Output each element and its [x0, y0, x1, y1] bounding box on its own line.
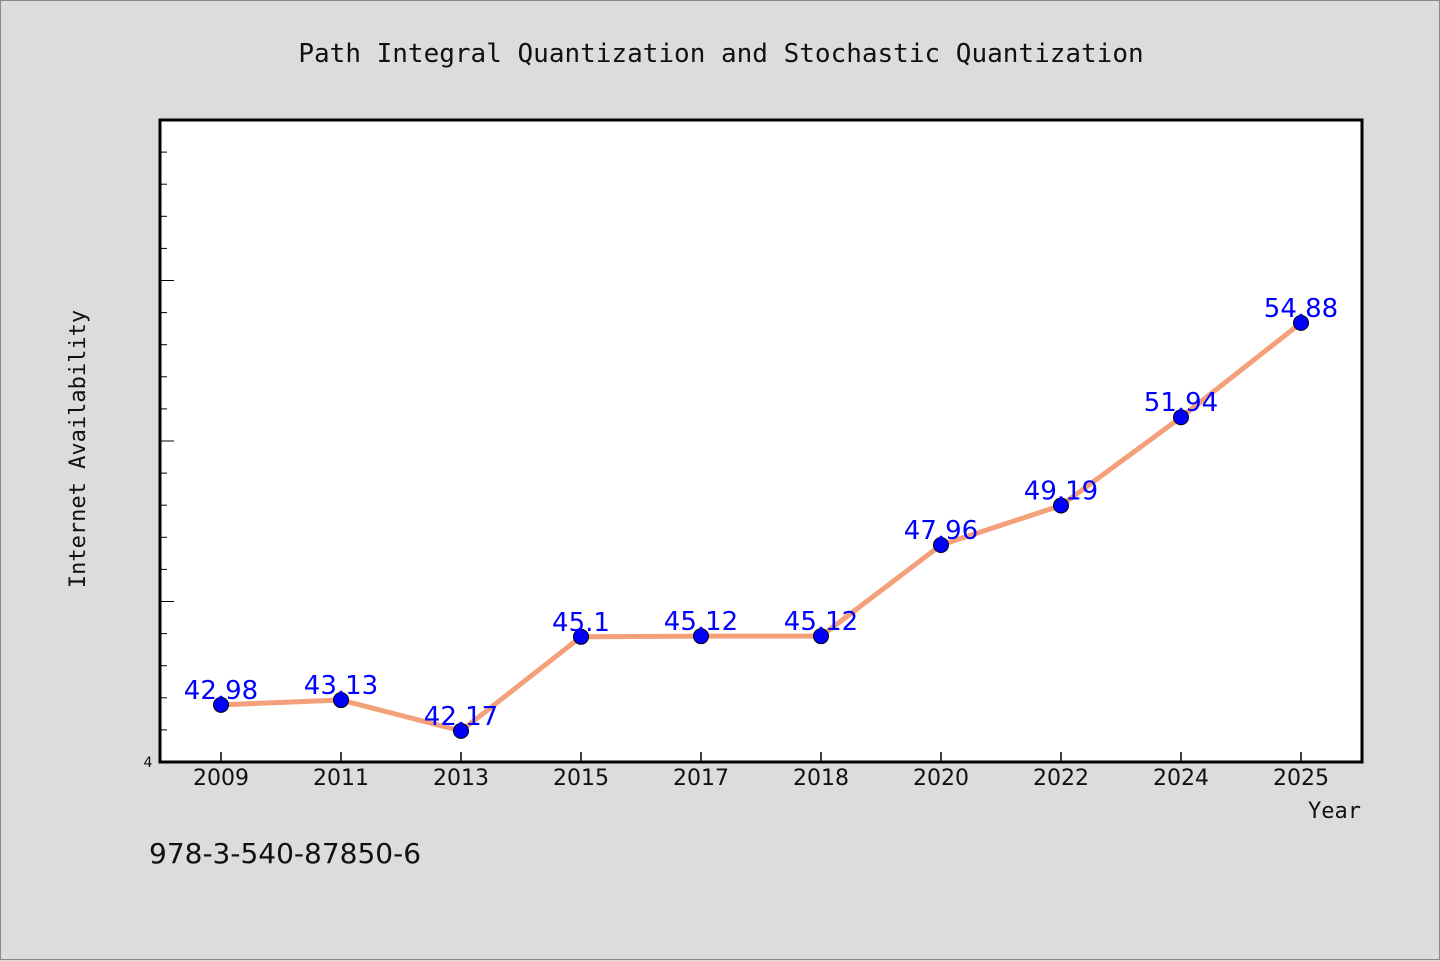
data-label: 42.98 — [184, 676, 258, 706]
data-label: 42.17 — [424, 702, 498, 732]
isbn-footer: 978-3-540-87850-6 — [149, 837, 422, 870]
x-axis-title: Year — [1308, 799, 1361, 824]
series-line-layer — [218, 320, 1304, 734]
x-tick-label: 2011 — [313, 766, 369, 791]
data-point-marker — [813, 628, 829, 645]
x-tick-label: 2025 — [1273, 766, 1329, 791]
x-tick-label: 2017 — [673, 766, 729, 791]
data-label: 49.19 — [1024, 477, 1098, 507]
x-tick-label: 2024 — [1153, 766, 1209, 791]
data-label: 45.1 — [552, 608, 610, 638]
chart-title: Path Integral Quantization and Stochasti… — [298, 39, 1143, 69]
y-tick-label: 4 — [144, 755, 153, 771]
data-label: 54.88 — [1264, 294, 1338, 324]
plot-area — [158, 118, 1364, 764]
x-tick-label: 2009 — [193, 766, 249, 791]
data-label: 43.13 — [304, 671, 378, 701]
y-axis-title: Internet Availability — [66, 310, 91, 588]
data-point-marker — [333, 692, 349, 709]
data-point-marker — [933, 537, 949, 554]
series-line — [218, 320, 1304, 734]
x-tick-label: 2020 — [913, 766, 969, 791]
data-label: 45.12 — [664, 607, 738, 637]
data-point-marker — [573, 628, 589, 645]
data-point-marker — [1053, 497, 1069, 514]
data-point-marker — [1293, 314, 1309, 331]
data-point-marker — [453, 722, 469, 739]
data-point-marker — [213, 696, 229, 713]
x-tick-label: 2013 — [433, 766, 489, 791]
x-axis-ticks: 2009 2011 2013 2015 2017 2018 2020 2022 2024 2025 — [193, 752, 1329, 791]
x-tick-label: 2018 — [793, 766, 849, 791]
data-point-marker — [1173, 409, 1189, 426]
x-tick-label: 2022 — [1033, 766, 1089, 791]
data-label: 47.96 — [904, 516, 978, 546]
marker-layer — [213, 314, 1309, 739]
y-axis-ticks — [160, 151, 174, 763]
data-label: 45.12 — [784, 607, 858, 637]
data-label: 51.94 — [1144, 388, 1218, 418]
data-point-marker — [693, 628, 709, 645]
x-tick-label: 2015 — [553, 766, 609, 791]
data-label-layer: 42.98 43.13 42.17 45.1 45.12 45.12 47.96 49.19 5… — [184, 294, 1338, 732]
